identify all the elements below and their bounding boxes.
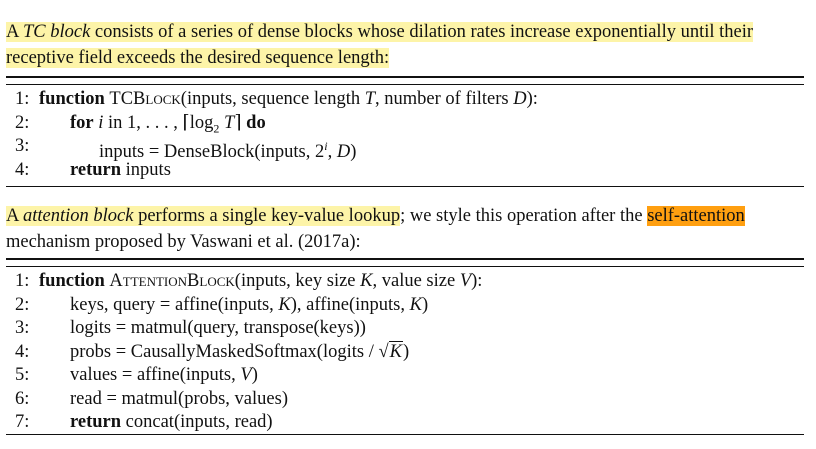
function-name: TCBlock	[109, 89, 181, 109]
keyword: function	[39, 271, 105, 291]
line-number: 3:	[15, 136, 30, 156]
keyword: return	[70, 412, 122, 432]
code: function TCBlock(inputs, sequence length…	[39, 89, 538, 109]
algo-line: 3: logits = matmul(query, transpose(keys…	[6, 317, 804, 341]
line-number: 5:	[15, 365, 30, 385]
algo1-bottom-rule	[6, 186, 804, 187]
text: consists of a series of dense blocks who…	[6, 22, 754, 68]
keyword: function	[39, 89, 105, 109]
paragraph-tc-block: A TC block consists of a series of dense…	[6, 19, 810, 71]
code: probs = CausallyMaskedSoftmax(logits / √…	[70, 340, 409, 365]
algo-line: 2: for i in 1, . . . , ⌈log2 T⌉ do	[6, 112, 804, 136]
sqrt-symbol: √K	[378, 340, 403, 362]
highlight-tc-block-sentence: A TC block consists of a series of dense…	[6, 22, 754, 68]
line-number: 4:	[15, 341, 30, 362]
algo2-top-rule	[6, 258, 804, 260]
line-number: 1:	[15, 89, 30, 109]
term-tc-block: TC block	[22, 22, 91, 42]
keyword: return	[70, 159, 122, 180]
paragraph-attention-block: A attention block performs a single key-…	[6, 206, 745, 252]
highlight-attention-block: A attention block performs a single key-…	[6, 206, 401, 226]
algo2-bottom-rule	[6, 434, 804, 435]
keyword: do	[246, 112, 266, 133]
algo1-top-rule	[6, 76, 804, 78]
line-number: 4:	[15, 159, 30, 180]
algorithm-tc-block: 1: function TCBlock(inputs, sequence len…	[6, 88, 804, 182]
algo-line: 5: values = affine(inputs, V)	[6, 364, 804, 388]
code: return concat(inputs, read)	[70, 412, 273, 432]
algo-line: 1: function TCBlock(inputs, sequence len…	[6, 88, 804, 112]
code: return inputs	[70, 159, 171, 180]
line-number: 6:	[15, 388, 30, 409]
term-attention-block: attention block	[22, 206, 134, 226]
algo-line: 4: probs = CausallyMaskedSoftmax(logits …	[6, 340, 804, 365]
algo-line: 4: return inputs	[6, 159, 804, 183]
keyword: for	[70, 112, 94, 133]
highlight-self-attention: self-attention	[647, 206, 745, 226]
algo2-header-rule	[6, 266, 804, 267]
code: logits = matmul(query, transpose(keys))	[70, 318, 366, 338]
line-number: 1:	[15, 271, 30, 291]
line-number: 2:	[15, 294, 30, 315]
algo-line: 3: inputs = DenseBlock(inputs, 2i, D)	[6, 135, 804, 162]
function-name: AttentionBlock	[109, 271, 235, 291]
algo1-header-rule	[6, 84, 804, 85]
algo-line: 6: read = matmul(probs, values)	[6, 388, 804, 412]
code: keys, query = affine(inputs, K), affine(…	[70, 294, 429, 315]
line-number: 7:	[15, 412, 30, 432]
algo-line: 1: function AttentionBlock(inputs, key s…	[6, 270, 804, 294]
algo-line: 7: return concat(inputs, read)	[6, 411, 804, 435]
code: inputs = DenseBlock(inputs, 2i, D)	[99, 139, 357, 163]
code: for i in 1, . . . , ⌈log2 T⌉ do	[70, 112, 266, 136]
algo-line: 2: keys, query = affine(inputs, K), affi…	[6, 294, 804, 318]
algorithm-attention-block: 1: function AttentionBlock(inputs, key s…	[6, 270, 804, 435]
code: function AttentionBlock(inputs, key size…	[39, 271, 483, 291]
line-number: 2:	[15, 112, 30, 133]
code: read = matmul(probs, values)	[70, 388, 288, 409]
text: A	[6, 22, 23, 42]
code: values = affine(inputs, V)	[70, 365, 258, 385]
line-number: 3:	[15, 318, 30, 338]
